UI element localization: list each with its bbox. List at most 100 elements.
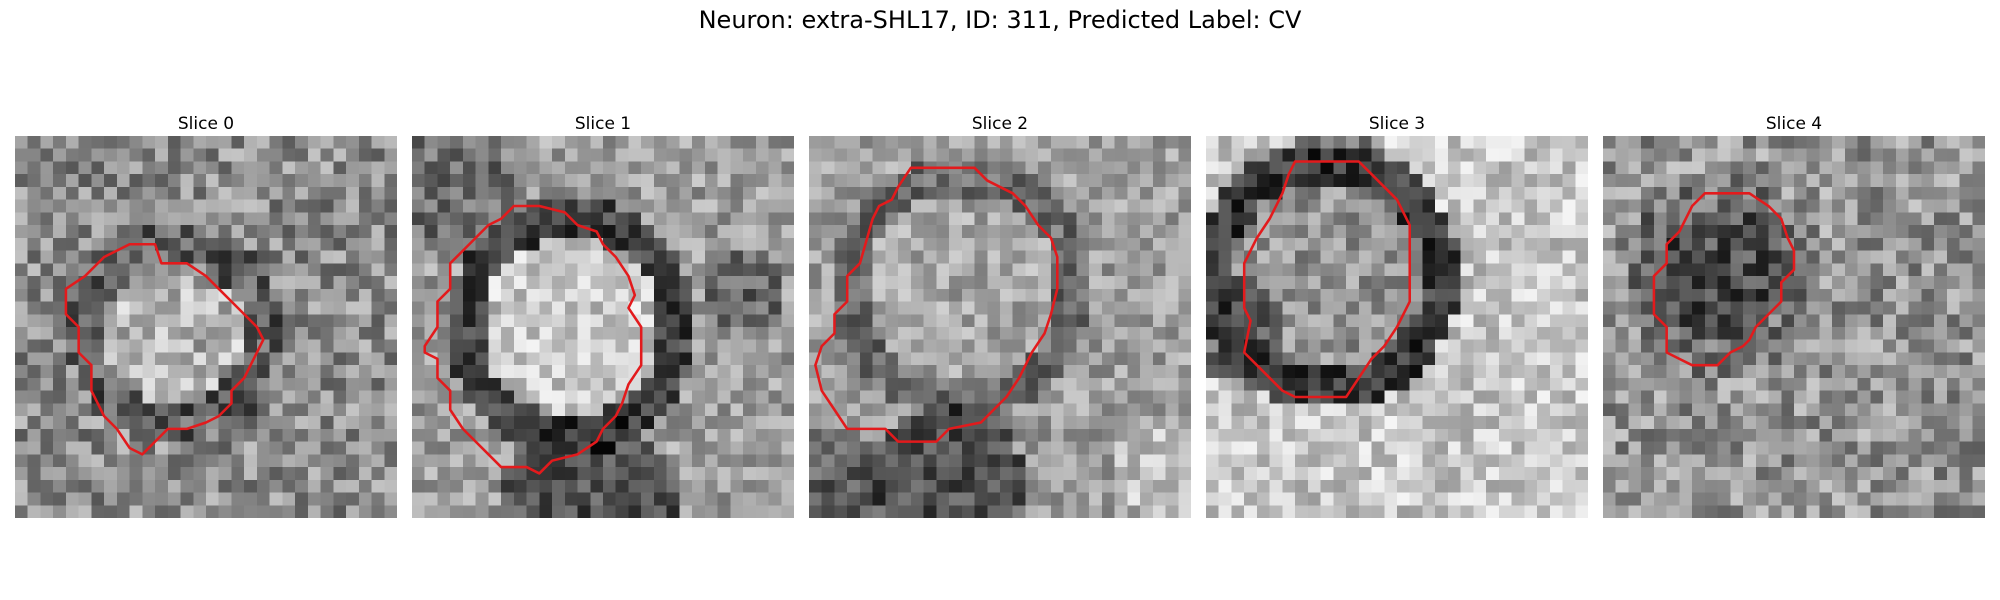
pixel: [1333, 250, 1347, 264]
pixel: [1178, 314, 1191, 328]
pixel: [923, 454, 937, 468]
pixel: [282, 428, 296, 442]
pixel: [1832, 467, 1846, 481]
pixel: [1447, 467, 1461, 481]
pixel: [1050, 505, 1064, 518]
pixel: [961, 237, 975, 251]
pixel: [615, 186, 629, 200]
pixel: [961, 365, 975, 379]
pixel: [1615, 225, 1629, 239]
pixel: [1972, 199, 1985, 213]
pixel: [129, 377, 143, 391]
pixel: [104, 288, 118, 302]
pixel: [1717, 441, 1731, 455]
pixel: [552, 212, 566, 226]
pixel: [218, 237, 232, 251]
pixel: [1218, 467, 1232, 481]
pixel: [1704, 212, 1718, 226]
pixel: [641, 377, 655, 391]
pixel: [755, 428, 769, 442]
pixel: [1755, 390, 1769, 404]
pixel: [307, 377, 321, 391]
pixel: [1076, 327, 1090, 340]
pixel: [1794, 288, 1807, 302]
pixel: [743, 428, 757, 442]
pixel: [1972, 263, 1985, 277]
pixel: [167, 365, 181, 379]
pixel: [244, 416, 258, 430]
pixel: [768, 136, 782, 149]
pixel: [615, 377, 629, 391]
pixel: [1320, 301, 1334, 315]
pixel: [218, 276, 232, 290]
pixel: [333, 352, 347, 366]
pixel: [180, 505, 194, 518]
pixel: [307, 365, 321, 379]
pixel: [1371, 199, 1385, 213]
pixel: [437, 301, 451, 315]
pixel: [320, 403, 334, 417]
pixel: [834, 250, 848, 264]
pixel: [936, 250, 950, 264]
pixel: [104, 390, 118, 404]
pixel: [384, 441, 397, 455]
pixel: [231, 288, 245, 302]
pixel: [1704, 288, 1718, 302]
pixel: [590, 492, 604, 506]
pixel: [1934, 161, 1948, 175]
pixel: [104, 327, 118, 340]
pixel: [653, 467, 667, 481]
pixel: [1409, 441, 1423, 455]
pixel: [898, 454, 912, 468]
pixel: [1498, 237, 1512, 251]
pixel: [539, 365, 553, 379]
pixel: [692, 148, 706, 162]
pixel: [1050, 352, 1064, 366]
pixel: [424, 237, 438, 251]
pixel: [282, 327, 296, 340]
pixel: [987, 428, 1001, 442]
pixel: [384, 479, 397, 493]
pixel: [717, 416, 731, 430]
pixel: [577, 352, 591, 366]
pixel: [269, 212, 283, 226]
pixel: [755, 148, 769, 162]
pixel: [781, 365, 794, 379]
pixel: [1870, 339, 1884, 353]
pixel: [1653, 161, 1667, 175]
pixel: [346, 263, 360, 277]
pixel: [1050, 492, 1064, 506]
pixel: [743, 505, 757, 518]
pixel: [1653, 212, 1667, 226]
pixel: [628, 174, 642, 188]
pixel: [1244, 479, 1258, 493]
pixel: [1653, 136, 1667, 149]
pixel: [1524, 365, 1538, 379]
pixel: [1435, 186, 1449, 200]
pixel: [1178, 416, 1191, 430]
pixel: [641, 390, 655, 404]
pixel: [437, 327, 451, 340]
pixel: [1844, 212, 1858, 226]
pixel: [717, 301, 731, 315]
pixel: [1549, 428, 1563, 442]
pixel: [1282, 454, 1296, 468]
pixel: [1883, 314, 1897, 328]
pixel: [1256, 403, 1270, 417]
pixel: [1165, 161, 1179, 175]
pixel: [1755, 186, 1769, 200]
pixel: [859, 148, 873, 162]
pixel: [974, 327, 988, 340]
pixel: [1628, 390, 1642, 404]
pixel: [1473, 263, 1487, 277]
pixel: [358, 212, 372, 226]
pixel: [462, 377, 476, 391]
pixel: [1946, 276, 1960, 290]
pixel: [142, 428, 156, 442]
pixel: [424, 403, 438, 417]
pixel: [1371, 479, 1385, 493]
pixel: [603, 237, 616, 251]
pixel: [1857, 441, 1871, 455]
pixel: [910, 492, 924, 506]
pixel: [142, 314, 156, 328]
